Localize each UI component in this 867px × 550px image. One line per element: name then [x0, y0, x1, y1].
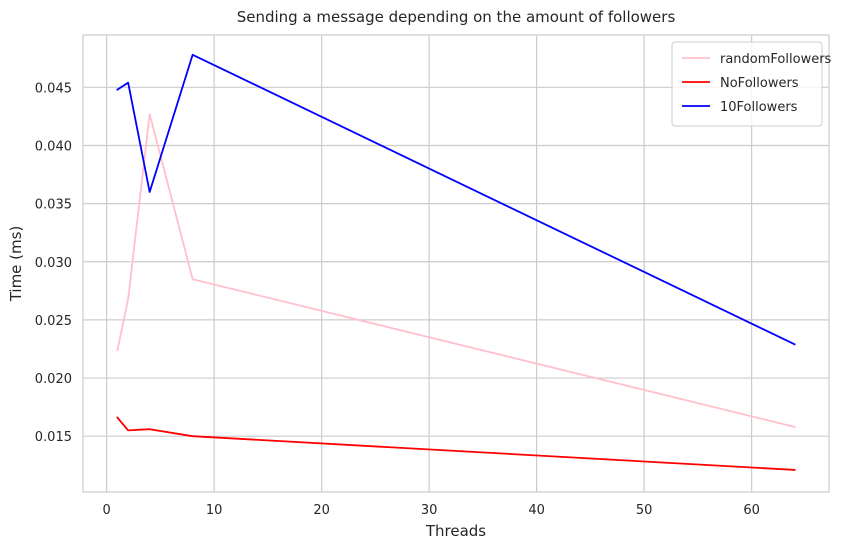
y-tick-label: 0.015 [35, 430, 72, 445]
series-line-10Followers [116, 53, 796, 346]
y-tick-label: 0.020 [35, 372, 72, 387]
y-tick-labels: 0.015 0.020 0.025 0.030 0.035 0.040 0.045 [35, 81, 72, 445]
y-tick-label: 0.030 [35, 256, 72, 271]
legend-box [671, 41, 823, 127]
x-tick-labels: 0 10 20 30 40 50 60 [103, 503, 760, 518]
y-tick-label: 0.045 [35, 81, 72, 96]
series-lines [116, 53, 796, 471]
y-tick-label: 0.025 [35, 314, 72, 329]
legend-label-10Followers: 10Followers [720, 100, 798, 115]
y-axis-label: Time (ms) [7, 226, 25, 303]
y-tick-label: 0.040 [35, 139, 72, 154]
x-tick-label: 10 [206, 503, 223, 518]
x-axis-label: Threads [425, 522, 486, 540]
y-tick-label: 0.035 [35, 198, 72, 213]
series-line-randomFollowers [116, 113, 796, 428]
series-line-NoFollowers [116, 416, 796, 471]
chart-title: Sending a message depending on the amoun… [237, 8, 676, 26]
x-tick-label: 40 [528, 503, 545, 518]
x-tick-label: 50 [636, 503, 653, 518]
legend: randomFollowers NoFollowers 10Followers [671, 41, 832, 127]
x-tick-label: 30 [421, 503, 438, 518]
x-tick-label: 0 [103, 503, 111, 518]
plot-frame [82, 34, 830, 493]
x-tick-label: 60 [743, 503, 760, 518]
legend-label-NoFollowers: NoFollowers [720, 76, 799, 91]
legend-label-randomFollowers: randomFollowers [720, 52, 832, 67]
x-tick-label: 20 [313, 503, 330, 518]
